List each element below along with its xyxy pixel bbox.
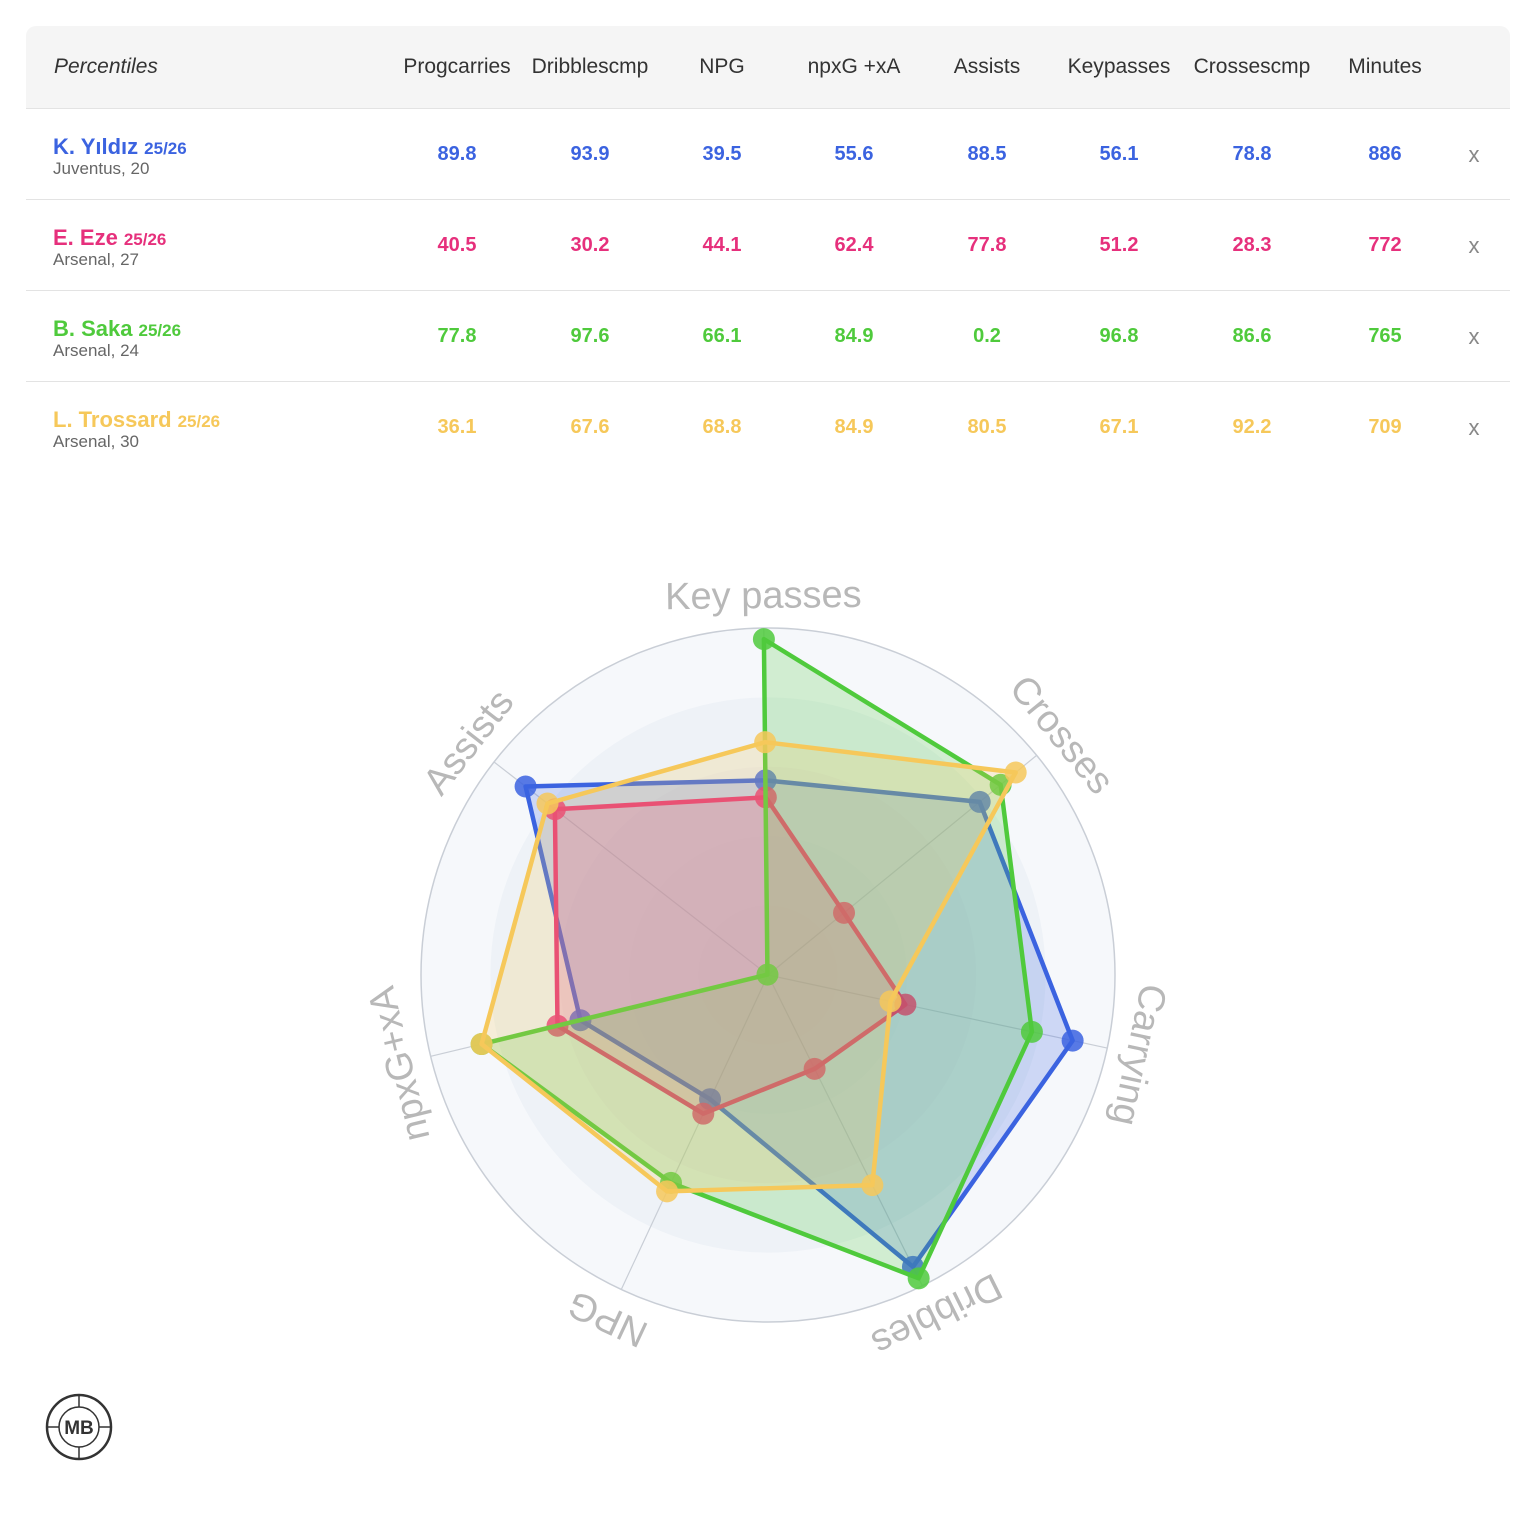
column-header[interactable]: Key passes xyxy=(1067,55,1171,78)
percentile-value: 765 xyxy=(1368,325,1402,347)
percentile-value: 77.8 xyxy=(437,325,477,347)
radar-point xyxy=(536,792,559,815)
player-info: Juventus, 20 xyxy=(53,159,150,178)
remove-player-button[interactable]: x xyxy=(1468,142,1480,167)
radar-series-area xyxy=(479,636,1035,1281)
radar-point xyxy=(907,1267,930,1290)
percentile-value: 709 xyxy=(1368,416,1402,438)
percentile-value: 0.2 xyxy=(973,325,1001,347)
player-row: K. Yıldız 25/26 Juventus, 20 89.8 93.9 39.5 55… xyxy=(26,109,1510,200)
percentile-value: 92.2 xyxy=(1232,416,1272,438)
player-info: Arsenal, 24 xyxy=(53,341,139,360)
player-row: B. Saka 25/26 Arsenal, 24 77.8 97.6 66.1 84.9 0… xyxy=(26,291,1510,382)
radar-point xyxy=(833,901,856,924)
radar-point xyxy=(968,790,991,813)
radar-point xyxy=(692,1102,715,1125)
percentile-value: 78.8 xyxy=(1232,143,1272,165)
column-header[interactable]: Crosses cmp xyxy=(1193,55,1311,78)
radar-series-area xyxy=(552,795,908,1116)
percentile-value: 77.8 xyxy=(967,234,1007,256)
radar-series-area xyxy=(523,778,1075,1270)
player-name[interactable]: B. Saka 25/26 xyxy=(53,316,182,341)
percentile-value: 30.2 xyxy=(570,234,610,256)
radar-spoke xyxy=(767,974,1108,1049)
column-header[interactable]: Dribbles cmp xyxy=(531,55,649,78)
percentile-value: 56.1 xyxy=(1099,143,1139,165)
percentile-value: 67.1 xyxy=(1099,416,1139,438)
percentiles-table: Percentiles Prog carries Dribbles cmp NPG npxG… xyxy=(26,26,1510,472)
radar-axis-label: Key passes xyxy=(665,574,862,618)
percentile-value: 93.9 xyxy=(570,143,610,165)
season-label: 25/26 xyxy=(177,412,221,431)
percentile-value: 84.9 xyxy=(834,325,874,347)
percentile-value: 97.6 xyxy=(570,325,610,347)
radar-point xyxy=(1020,1020,1043,1043)
radar-point xyxy=(861,1174,884,1197)
radar-series xyxy=(470,731,1027,1203)
radar-series xyxy=(514,769,1084,1278)
percentile-value: 28.3 xyxy=(1232,234,1272,256)
radar-series-area xyxy=(479,739,1018,1194)
radar-spoke xyxy=(767,974,923,1287)
radar-point xyxy=(879,990,902,1013)
percentile-value: 40.5 xyxy=(437,234,477,256)
radar-spoke xyxy=(620,974,769,1290)
percentile-value: 89.8 xyxy=(437,143,477,165)
logo: MB xyxy=(45,1393,113,1461)
percentile-value: 80.5 xyxy=(967,416,1007,438)
season-label: 25/26 xyxy=(144,139,187,158)
percentile-value: 96.8 xyxy=(1099,325,1139,347)
radar-series xyxy=(543,786,917,1125)
radar-point xyxy=(1061,1029,1084,1052)
radar-spoke xyxy=(767,754,1038,976)
radar-point xyxy=(656,1180,679,1203)
season-label: 25/26 xyxy=(138,321,182,340)
player-info: Arsenal, 30 xyxy=(53,432,139,451)
season-label: 25/26 xyxy=(123,230,167,249)
column-header: Percentiles xyxy=(54,55,158,78)
column-header[interactable]: NPG xyxy=(699,55,745,78)
player-name[interactable]: E. Eze 25/26 xyxy=(53,225,167,250)
radar-point xyxy=(754,731,777,754)
radar-point xyxy=(756,963,779,986)
percentile-value: 886 xyxy=(1368,143,1402,165)
player-name[interactable]: K. Yıldız 25/26 xyxy=(53,134,187,159)
player-name[interactable]: L. Trossard 25/26 xyxy=(53,407,221,432)
percentile-value: 39.5 xyxy=(702,143,742,165)
percentile-value: 62.4 xyxy=(834,234,874,256)
column-header[interactable]: Prog carries xyxy=(403,55,511,78)
table-header: Percentiles Prog carries Dribbles cmp NPG npxG… xyxy=(26,26,1510,109)
column-header[interactable]: Minutes xyxy=(1348,55,1422,78)
radar-point xyxy=(514,775,537,798)
remove-player-button[interactable]: x xyxy=(1468,233,1480,258)
svg-text:MB: MB xyxy=(64,1418,94,1439)
percentile-value: 51.2 xyxy=(1099,234,1139,256)
player-row: E. Eze 25/26 Arsenal, 27 40.5 30.2 44.1 62.4 77… xyxy=(26,200,1510,291)
percentile-value: 86.6 xyxy=(1232,325,1272,347)
radar-point xyxy=(470,1033,493,1056)
player-info: Arsenal, 27 xyxy=(53,250,139,269)
percentile-value: 66.1 xyxy=(702,325,742,347)
percentile-value: 84.9 xyxy=(834,416,874,438)
column-header[interactable]: npxG +xA xyxy=(807,55,901,78)
percentile-value: 88.5 xyxy=(967,143,1007,165)
percentile-value: 68.8 xyxy=(702,416,742,438)
percentile-value: 772 xyxy=(1368,234,1402,256)
remove-player-button[interactable]: x xyxy=(1468,415,1480,440)
column-header[interactable]: Assists xyxy=(953,55,1021,78)
percentile-value: 44.1 xyxy=(702,234,742,256)
radar-outer-ring xyxy=(420,627,1116,1323)
percentile-value: 55.6 xyxy=(834,143,874,165)
radar-point xyxy=(1004,761,1027,784)
player-row: L. Trossard 25/26 Arsenal, 30 36.1 67.6 68.8 8… xyxy=(26,382,1510,472)
radar-chart: Key passesCrossesCarryingDribblesNPGnpxG… xyxy=(361,574,1175,1364)
percentile-value: 36.1 xyxy=(437,416,477,438)
remove-player-button[interactable]: x xyxy=(1468,324,1480,349)
radar-point xyxy=(803,1057,826,1080)
radar-point xyxy=(752,628,775,651)
percentile-value: 67.6 xyxy=(570,416,610,438)
